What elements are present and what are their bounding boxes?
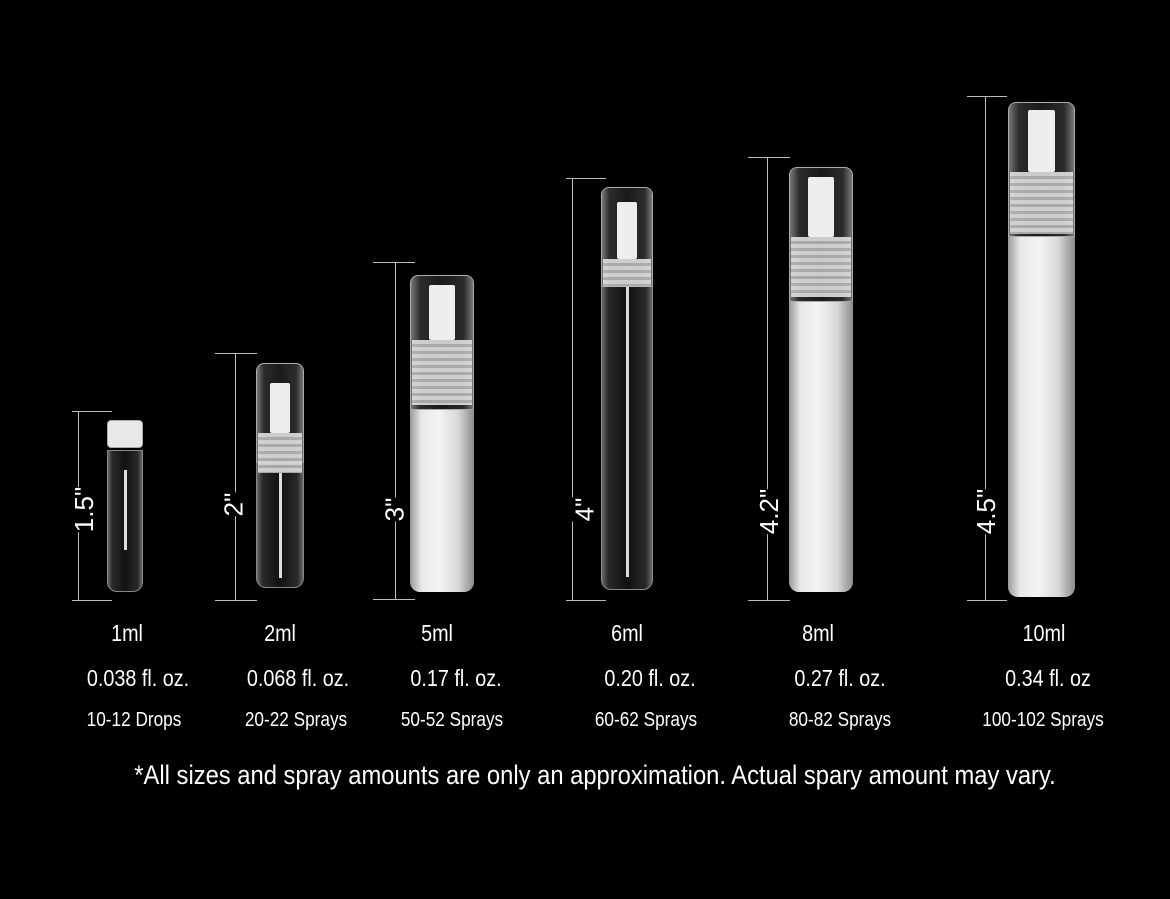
height-label: 2" <box>214 492 254 517</box>
count-label: 100-102 Sprays <box>982 709 1104 731</box>
vial-image <box>410 275 474 592</box>
volume-label: 10ml <box>1022 620 1066 646</box>
vial-image <box>107 420 143 592</box>
measure-line <box>395 262 396 600</box>
vial-image <box>1008 102 1075 597</box>
count-label: 50-52 Sprays <box>400 709 504 731</box>
fl-oz-label: 0.27 fl. oz. <box>794 665 886 691</box>
measure-tick-top <box>373 262 415 263</box>
disclaimer-text: *All sizes and spray amounts are only an… <box>134 760 1056 790</box>
measure-tick-top <box>967 96 1007 97</box>
volume-label: 5ml <box>421 620 453 646</box>
measure-line <box>985 96 986 600</box>
volume-label: 8ml <box>802 620 834 646</box>
measure-tick-bottom <box>72 600 112 601</box>
count-label: 60-62 Sprays <box>594 709 698 731</box>
vial-image <box>789 167 853 592</box>
volume-label: 1ml <box>111 620 143 646</box>
vial-image <box>256 363 304 588</box>
volume-label: 6ml <box>611 620 643 646</box>
measure-line <box>235 353 236 600</box>
measure-tick-top <box>215 353 257 354</box>
measure-tick-bottom <box>967 600 1007 601</box>
fl-oz-label: 0.038 fl. oz. <box>86 665 190 691</box>
height-label: 1.5" <box>65 486 105 533</box>
height-label: 4" <box>565 497 605 522</box>
measure-tick-bottom <box>215 600 257 601</box>
fl-oz-label: 0.068 fl. oz. <box>246 665 350 691</box>
height-label: 3" <box>375 497 415 522</box>
height-label: 4.2" <box>750 488 790 535</box>
measure-tick-top <box>72 411 112 412</box>
count-label: 20-22 Sprays <box>244 709 348 731</box>
measure-tick-top <box>566 178 606 179</box>
measure-tick-bottom <box>566 600 606 601</box>
measure-line <box>767 157 768 600</box>
measure-tick-bottom <box>748 600 790 601</box>
count-label: 80-82 Sprays <box>788 709 892 731</box>
fl-oz-label: 0.34 fl. oz <box>1005 665 1091 691</box>
fl-oz-label: 0.20 fl. oz. <box>604 665 696 691</box>
count-label: 10-12 Drops <box>86 709 182 731</box>
vial-image <box>601 187 653 590</box>
measure-tick-bottom <box>373 599 415 600</box>
volume-label: 2ml <box>264 620 296 646</box>
height-label: 4.5" <box>967 488 1007 535</box>
measure-tick-top <box>748 157 790 158</box>
fl-oz-label: 0.17 fl. oz. <box>410 665 502 691</box>
measure-line <box>572 178 573 600</box>
